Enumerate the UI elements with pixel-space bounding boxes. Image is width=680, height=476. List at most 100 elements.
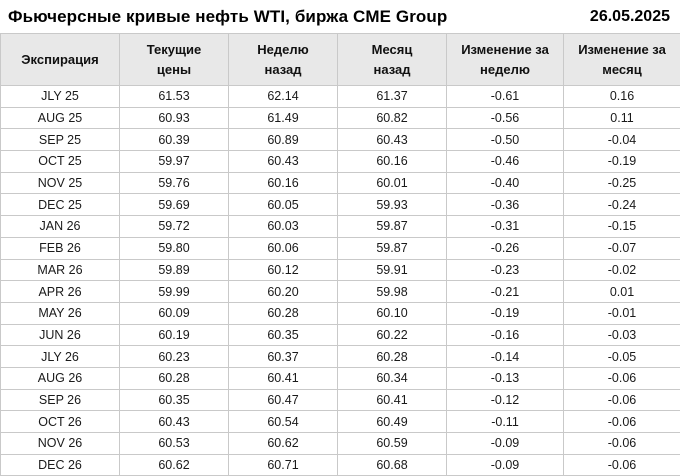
cell-expiration: MAR 26 <box>0 258 120 282</box>
column-header-expiration: Экспирация <box>0 33 120 86</box>
table-row: JLY 25 61.53 62.14 61.37 -0.61 0.16 <box>0 85 680 108</box>
cell-week-change: -0.13 <box>446 366 564 390</box>
cell-expiration: AUG 26 <box>0 366 120 390</box>
cell-week-change: -0.36 <box>446 193 564 217</box>
table-row: SEP 26 60.35 60.47 60.41 -0.12 -0.06 <box>0 388 680 412</box>
cell-month-ago: 60.68 <box>337 453 447 476</box>
cell-week-change: -0.09 <box>446 453 564 476</box>
cell-expiration: SEP 25 <box>0 128 120 152</box>
cell-current: 60.09 <box>119 301 229 325</box>
cell-month-change: -0.24 <box>563 193 680 217</box>
table-row: DEC 25 59.69 60.05 59.93 -0.36 -0.24 <box>0 193 680 217</box>
table-body: JLY 25 61.53 62.14 61.37 -0.61 0.16 AUG 25 60.9… <box>0 85 680 476</box>
cell-current: 60.39 <box>119 128 229 152</box>
cell-current: 61.53 <box>119 85 229 108</box>
cell-month-ago: 60.01 <box>337 171 447 195</box>
cell-current: 60.62 <box>119 453 229 476</box>
cell-current: 60.19 <box>119 323 229 347</box>
cell-current: 60.23 <box>119 345 229 368</box>
cell-week-change: -0.23 <box>446 258 564 282</box>
table-row: JAN 26 59.72 60.03 59.87 -0.31 -0.15 <box>0 215 680 238</box>
cell-current: 59.97 <box>119 150 229 173</box>
cell-month-change: 0.11 <box>563 106 680 130</box>
table-row: MAR 26 59.89 60.12 59.91 -0.23 -0.02 <box>0 258 680 282</box>
cell-week-ago: 60.43 <box>228 150 338 173</box>
cell-week-change: -0.11 <box>446 410 564 433</box>
cell-week-change: -0.50 <box>446 128 564 152</box>
cell-month-change: -0.06 <box>563 432 680 455</box>
cell-expiration: NOV 25 <box>0 171 120 195</box>
cell-current: 59.72 <box>119 215 229 238</box>
table-row: SEP 25 60.39 60.89 60.43 -0.50 -0.04 <box>0 128 680 152</box>
column-header-month-ago: Месяц назад <box>337 33 447 86</box>
cell-current: 59.69 <box>119 193 229 217</box>
cell-week-change: -0.21 <box>446 280 564 303</box>
cell-expiration: APR 26 <box>0 280 120 303</box>
cell-week-ago: 61.49 <box>228 106 338 130</box>
cell-week-ago: 60.37 <box>228 345 338 368</box>
cell-month-ago: 60.10 <box>337 301 447 325</box>
table-row: MAY 26 60.09 60.28 60.10 -0.19 -0.01 <box>0 301 680 325</box>
table-row: OCT 26 60.43 60.54 60.49 -0.11 -0.06 <box>0 410 680 433</box>
cell-current: 59.80 <box>119 236 229 260</box>
cell-expiration: JLY 26 <box>0 345 120 368</box>
cell-month-ago: 61.37 <box>337 85 447 108</box>
cell-week-ago: 60.35 <box>228 323 338 347</box>
column-header-month-change: Изменение за месяц <box>563 33 680 86</box>
cell-expiration: JLY 25 <box>0 85 120 108</box>
cell-current: 60.28 <box>119 366 229 390</box>
table-row: NOV 25 59.76 60.16 60.01 -0.40 -0.25 <box>0 171 680 195</box>
cell-month-change: -0.04 <box>563 128 680 152</box>
cell-week-ago: 60.41 <box>228 366 338 390</box>
cell-week-ago: 60.20 <box>228 280 338 303</box>
table-row: JUN 26 60.19 60.35 60.22 -0.16 -0.03 <box>0 323 680 347</box>
cell-week-change: -0.09 <box>446 432 564 455</box>
titlebar: Фьючерсные кривые нефть WTI, биржа CME G… <box>0 0 680 33</box>
cell-week-change: -0.40 <box>446 171 564 195</box>
cell-week-change: -0.12 <box>446 388 564 412</box>
cell-expiration: MAY 26 <box>0 301 120 325</box>
cell-current: 60.93 <box>119 106 229 130</box>
cell-month-change: -0.05 <box>563 345 680 368</box>
cell-month-change: -0.06 <box>563 453 680 476</box>
cell-current: 60.35 <box>119 388 229 412</box>
cell-week-change: -0.31 <box>446 215 564 238</box>
cell-week-change: -0.14 <box>446 345 564 368</box>
cell-week-ago: 60.05 <box>228 193 338 217</box>
table-row: NOV 26 60.53 60.62 60.59 -0.09 -0.06 <box>0 432 680 455</box>
cell-week-ago: 62.14 <box>228 85 338 108</box>
table-row: AUG 26 60.28 60.41 60.34 -0.13 -0.06 <box>0 366 680 390</box>
table-row: APR 26 59.99 60.20 59.98 -0.21 0.01 <box>0 280 680 303</box>
cell-expiration: DEC 26 <box>0 453 120 476</box>
cell-week-ago: 60.62 <box>228 432 338 455</box>
cell-expiration: NOV 26 <box>0 432 120 455</box>
cell-month-change: -0.06 <box>563 388 680 412</box>
cell-expiration: AUG 25 <box>0 106 120 130</box>
cell-month-change: 0.16 <box>563 85 680 108</box>
cell-month-change: -0.15 <box>563 215 680 238</box>
cell-month-ago: 59.98 <box>337 280 447 303</box>
cell-expiration: JAN 26 <box>0 215 120 238</box>
cell-expiration: OCT 26 <box>0 410 120 433</box>
cell-week-change: -0.56 <box>446 106 564 130</box>
table-row: FEB 26 59.80 60.06 59.87 -0.26 -0.07 <box>0 236 680 260</box>
cell-current: 60.53 <box>119 432 229 455</box>
report-date: 26.05.2025 <box>589 7 670 25</box>
cell-month-ago: 60.41 <box>337 388 447 412</box>
cell-month-ago: 59.91 <box>337 258 447 282</box>
cell-month-ago: 60.16 <box>337 150 447 173</box>
cell-month-change: -0.07 <box>563 236 680 260</box>
cell-week-change: -0.16 <box>446 323 564 347</box>
table-row: AUG 25 60.93 61.49 60.82 -0.56 0.11 <box>0 106 680 130</box>
cell-month-change: -0.02 <box>563 258 680 282</box>
cell-expiration: JUN 26 <box>0 323 120 347</box>
futures-table: Экспирация Текущие цены Неделю назад Мес… <box>0 33 680 476</box>
header-row: Экспирация Текущие цены Неделю назад Мес… <box>0 33 680 86</box>
cell-month-ago: 60.34 <box>337 366 447 390</box>
cell-week-ago: 60.89 <box>228 128 338 152</box>
cell-month-ago: 60.82 <box>337 106 447 130</box>
cell-month-change: -0.19 <box>563 150 680 173</box>
cell-expiration: FEB 26 <box>0 236 120 260</box>
cell-week-ago: 60.71 <box>228 453 338 476</box>
table-row: JLY 26 60.23 60.37 60.28 -0.14 -0.05 <box>0 345 680 368</box>
